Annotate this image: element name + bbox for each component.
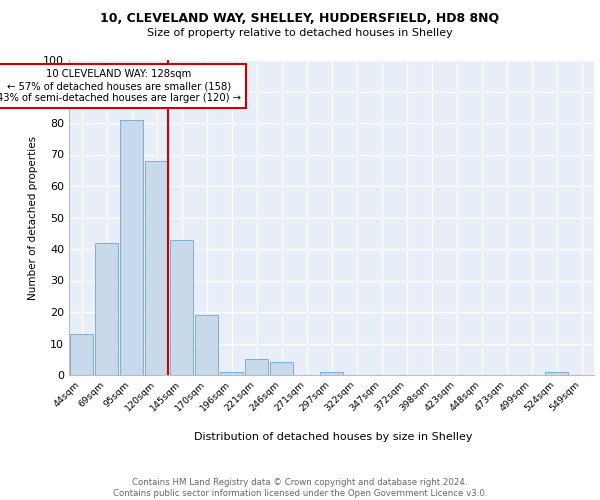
Bar (70, 334, 94, 375)
Bar (545, 372, 568, 375)
Y-axis label: Number of detached properties: Number of detached properties (28, 136, 38, 300)
Bar (170, 240, 193, 375)
Bar (119, 120, 143, 375)
Bar (194, 315, 218, 375)
Bar (220, 372, 244, 375)
Bar (95, 242, 118, 375)
Text: Distribution of detached houses by size in Shelley: Distribution of detached houses by size … (194, 432, 472, 442)
Text: 10 CLEVELAND WAY: 128sqm
← 57% of detached houses are smaller (158)
43% of semi-: 10 CLEVELAND WAY: 128sqm ← 57% of detach… (0, 70, 241, 102)
Bar (245, 359, 268, 375)
Text: Size of property relative to detached houses in Shelley: Size of property relative to detached ho… (147, 28, 453, 38)
Text: Contains HM Land Registry data © Crown copyright and database right 2024.
Contai: Contains HM Land Registry data © Crown c… (113, 478, 487, 498)
Text: 10, CLEVELAND WAY, SHELLEY, HUDDERSFIELD, HD8 8NQ: 10, CLEVELAND WAY, SHELLEY, HUDDERSFIELD… (100, 12, 500, 26)
Bar (320, 372, 343, 375)
Bar (269, 362, 293, 375)
Bar (145, 161, 169, 375)
